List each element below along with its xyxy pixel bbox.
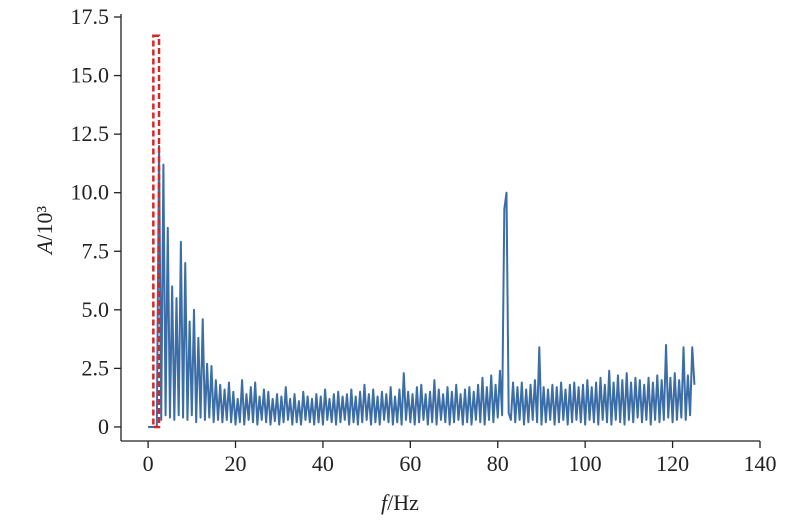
y-tick-label: 2.5: [82, 355, 110, 380]
x-tick-label: 100: [569, 451, 602, 476]
y-label-symbol: A: [32, 240, 57, 256]
y-tick-label: 7.5: [82, 238, 110, 263]
spectrum-line: [148, 144, 696, 428]
y-axis-label: A/10³: [32, 206, 57, 257]
y-tick-label: 12.5: [71, 121, 110, 146]
x-tick-label: 20: [225, 451, 247, 476]
x-tick-label: 80: [487, 451, 509, 476]
x-tick-label: 140: [744, 451, 777, 476]
y-tick-label: 0: [98, 414, 109, 439]
x-tick-label: 60: [399, 451, 421, 476]
y-label-unit: /10³: [32, 206, 57, 241]
y-tick-label: 5.0: [82, 297, 110, 322]
y-tick-label: 17.5: [71, 4, 110, 29]
x-tick-label: 40: [312, 451, 334, 476]
x-label-unit: /Hz: [387, 490, 419, 515]
x-tick-label: 0: [143, 451, 154, 476]
highlight-box: [152, 34, 161, 429]
x-label-symbol: f: [381, 490, 390, 515]
x-tick-label: 120: [656, 451, 689, 476]
y-tick-label: 15.0: [71, 63, 110, 88]
y-tick-label: 10.0: [71, 180, 110, 205]
x-axis-label: f/Hz: [381, 490, 419, 515]
